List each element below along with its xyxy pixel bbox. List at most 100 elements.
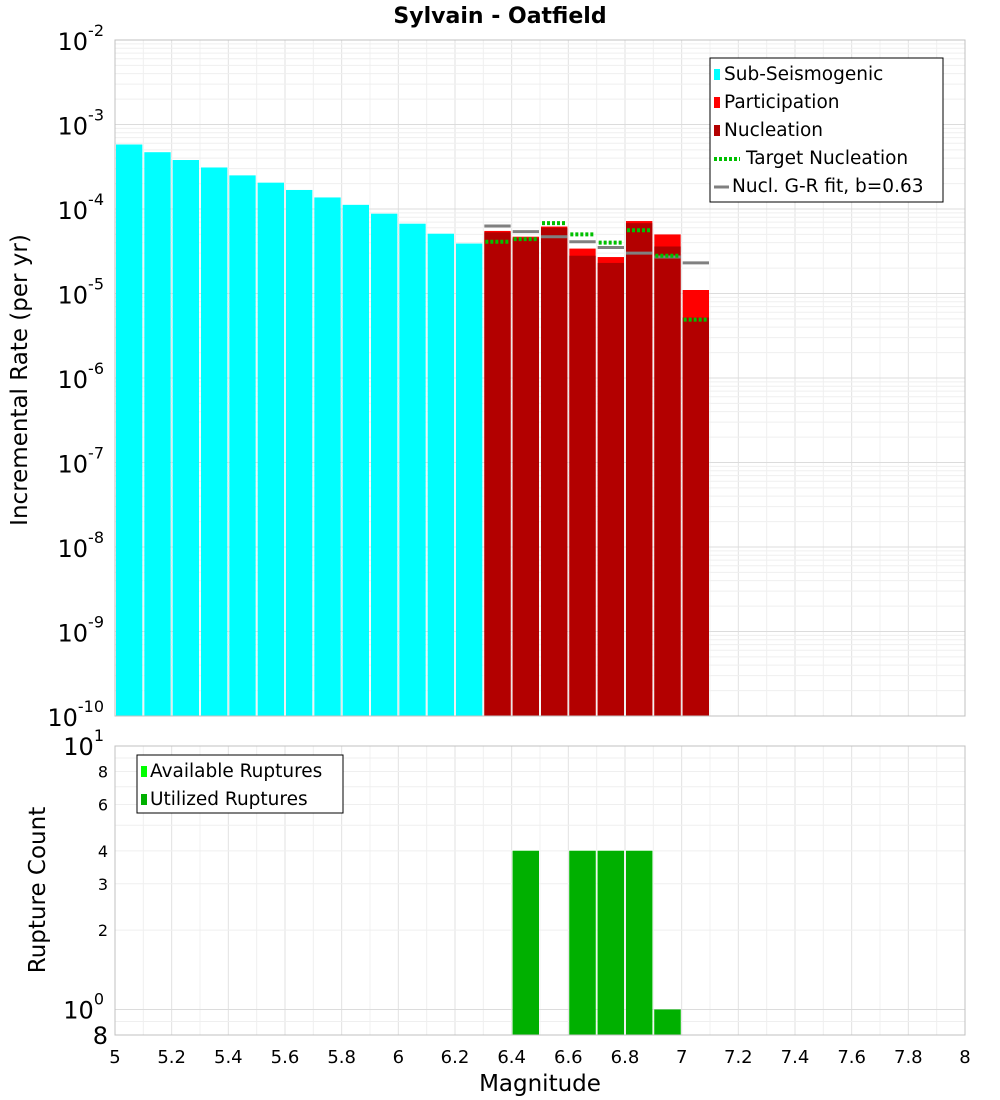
nucleation-bar-2 [541, 227, 568, 716]
legend-swatch-1 [141, 794, 147, 805]
sub-seismogenic-bar-3 [201, 167, 228, 717]
utilized-ruptures-bar-0 [512, 850, 539, 1035]
tick-exponent: -3 [88, 106, 104, 125]
tick-base: 10 [63, 996, 94, 1024]
sub-seismogenic-bar-1 [144, 152, 171, 716]
sub-seismogenic-bar-10 [399, 223, 426, 716]
tick-exponent: -4 [88, 190, 104, 209]
bottom-plot-border [114, 745, 966, 1036]
tick-base: 10 [58, 28, 89, 56]
legend-label: Available Ruptures [150, 761, 322, 782]
sub-seismogenic-bar-6 [286, 189, 313, 716]
x-tick-label: 5.2 [157, 1047, 186, 1068]
x-ticks: 5 5.2 5.4 5.6 5.8 6 6.2 6.4 6.6 6.8 7 7.2 7.4 7.6 7.8 8 [109, 1047, 970, 1068]
bottom-y-tick-label: 101 [63, 726, 104, 761]
top-grid [114, 40, 966, 717]
x-tick-label: 5 [109, 1047, 120, 1068]
top-y-tick-label: 10-7 [58, 444, 105, 479]
x-tick-label: 6.2 [441, 1047, 470, 1068]
tick-exponent: 0 [94, 989, 104, 1008]
tick-base: 10 [58, 366, 89, 394]
x-tick-label: 6 [393, 1047, 404, 1068]
tick-exponent: 1 [94, 726, 104, 745]
legend-swatch-1 [714, 97, 720, 108]
sub-seismogenic-bar-0 [116, 144, 143, 716]
nucleation-bar-1 [512, 238, 539, 717]
nucleation-bar-4 [597, 262, 624, 716]
top-y-tick-label: 10-3 [58, 106, 105, 141]
top-legend-box [709, 57, 944, 203]
legend-label: Participation [724, 92, 840, 113]
sub-seismogenic-bar-9 [371, 213, 398, 716]
top-y-tick-label: 10-9 [58, 613, 105, 648]
bottom-y-tick-label: 2 [98, 921, 108, 940]
x-tick-label: 7.2 [724, 1047, 753, 1068]
sub-seismogenic-bar-4 [229, 175, 256, 716]
legend-label: Nucl. G-R fit, b=0.63 [732, 176, 924, 197]
legend-label: Target Nucleation [745, 148, 908, 169]
bottom-y-tick-label: 8 [93, 1022, 108, 1050]
x-tick-label: 7.8 [894, 1047, 923, 1068]
legend-swatch-0 [714, 69, 720, 80]
nucleation-bar-6 [654, 246, 681, 716]
tick-exponent: -10 [78, 697, 104, 716]
top-plot-border [114, 39, 966, 717]
tick-exponent: -6 [88, 359, 104, 378]
x-tick-label: 6.8 [611, 1047, 640, 1068]
utilized-ruptures-bar-1 [569, 850, 596, 1035]
tick-base: 10 [58, 451, 89, 479]
sub-seismogenic-bar-5 [257, 182, 284, 716]
bottom-y-tick-label: 6 [98, 795, 108, 814]
tick-base: 10 [58, 197, 89, 225]
top-y-tick-label: 10-10 [47, 697, 104, 732]
top-y-tick-label: 10-8 [58, 528, 105, 563]
nucleation-bar-0 [484, 232, 511, 716]
x-tick-label: 6.4 [497, 1047, 526, 1068]
x-tick-label: 8 [959, 1047, 970, 1068]
x-tick-label: 5.8 [327, 1047, 356, 1068]
bottom-y-tick-label: 4 [98, 842, 108, 861]
top-y-tick-label: 10-4 [58, 190, 105, 225]
x-tick-label: 6.6 [554, 1047, 583, 1068]
sub-seismogenic-bar-12 [456, 243, 483, 716]
x-tick-label: 7 [676, 1047, 687, 1068]
bottom-bars [512, 850, 681, 1035]
nucleation-bar-7 [682, 317, 709, 716]
bottom-y-axis-label: Rupture Count [25, 807, 51, 973]
nucleation-bar-5 [626, 223, 653, 716]
top-y-tick-label: 10-2 [58, 21, 105, 56]
legend-swatch-0 [141, 766, 147, 777]
tick-exponent: -9 [88, 613, 104, 632]
tick-base: 10 [58, 113, 89, 141]
bottom-legend: Available Ruptures Utilized Ruptures [136, 754, 344, 814]
tick-exponent: -2 [88, 21, 104, 40]
x-tick-label: 7.6 [837, 1047, 866, 1068]
utilized-ruptures-bar-3 [626, 850, 653, 1035]
top-bars [116, 144, 709, 717]
tick-exponent: -5 [88, 275, 104, 294]
tick-base: 10 [63, 733, 94, 761]
x-tick-label: 5.4 [214, 1047, 243, 1068]
legend-label: Nucleation [724, 120, 823, 141]
chart-title: Sylvain - Oatfield [393, 4, 606, 29]
tick-base: 10 [58, 535, 89, 563]
tick-base: 10 [47, 704, 78, 732]
tick-exponent: -8 [88, 528, 104, 547]
bottom-y-tick-label: 3 [98, 875, 108, 894]
tick-base: 10 [58, 620, 89, 648]
x-axis-label: Magnitude [479, 1071, 601, 1097]
top-y-tick-label: 10-5 [58, 275, 105, 310]
bottom-legend-box [136, 754, 344, 814]
x-tick-label: 7.4 [781, 1047, 810, 1068]
top-y-axis-label: Incremental Rate (per yr) [7, 234, 33, 526]
sub-seismogenic-bar-8 [342, 204, 369, 717]
bottom-y-tick-label: 8 [98, 763, 108, 782]
top-legend: Sub-Seismogenic Participation Nucleation Ta… [709, 57, 944, 203]
legend-swatch-2 [714, 125, 720, 136]
utilized-ruptures-bar-2 [597, 850, 624, 1035]
sub-seismogenic-bar-11 [427, 233, 454, 716]
legend-label: Utilized Ruptures [150, 789, 308, 810]
